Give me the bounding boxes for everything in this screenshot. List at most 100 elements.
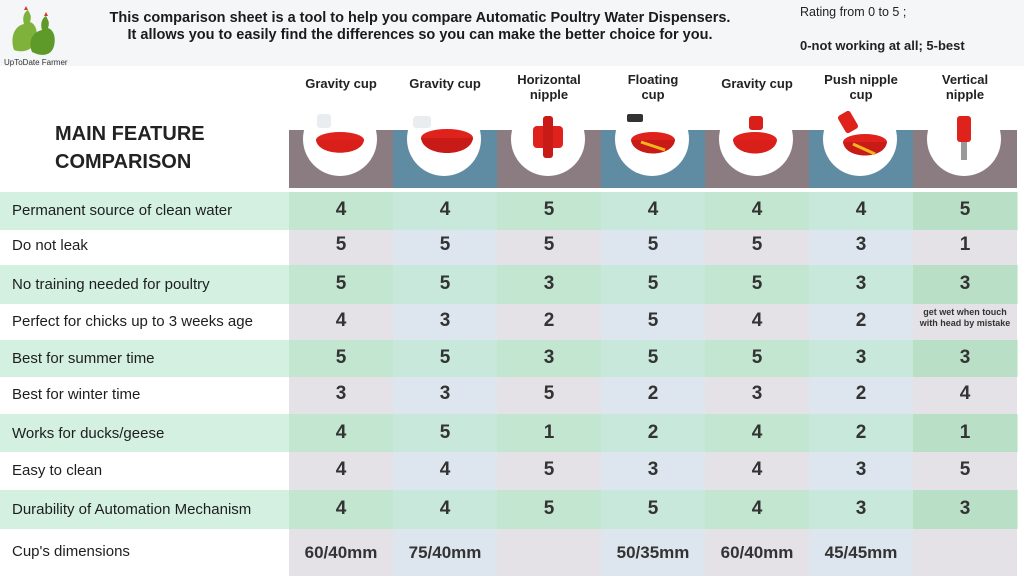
table-cell: 4 <box>705 192 809 230</box>
cell-value: 5 <box>647 498 659 519</box>
cell-value: 5 <box>751 347 763 368</box>
column-label-line: Push nipple <box>824 72 898 87</box>
rating-scale: 0-not working at all; 5-best <box>800 38 965 53</box>
table-row: Easy to clean 4 4 5 3 4 3 5 <box>0 452 1018 490</box>
column-header: Gravity cup <box>393 68 497 188</box>
table-cell: 5 <box>289 265 393 304</box>
table-cell: 3 <box>393 304 497 340</box>
page-title-line-1: MAIN FEATURE <box>55 123 205 145</box>
table-row: Cup's dimensions 60/40mm 75/40mm 50/35mm 60/… <box>0 529 1018 576</box>
table-cell: 2 <box>809 414 913 452</box>
cell-value: 60/40mm <box>720 543 794 562</box>
table-cell: 60/40mm <box>705 529 809 576</box>
cell-value: 5 <box>543 498 555 519</box>
table-cell: 1 <box>913 414 1017 452</box>
table-cell: 3 <box>393 377 497 414</box>
cell-value: 5 <box>647 347 659 368</box>
cell-value: 3 <box>439 310 451 331</box>
cell-value: 3 <box>855 347 867 368</box>
cell-value: 4 <box>751 498 763 519</box>
table-cell <box>913 529 1017 576</box>
column-header: Vertical nipple <box>913 68 1017 188</box>
table-cell: 3 <box>913 340 1017 377</box>
cell-value: 5 <box>543 234 555 255</box>
table-cell: 5 <box>393 414 497 452</box>
table-cell: 4 <box>393 452 497 490</box>
table-cell: 5 <box>913 192 1017 230</box>
table-cell: 3 <box>913 265 1017 304</box>
table-cell: 2 <box>601 414 705 452</box>
cell-value: 3 <box>543 273 555 294</box>
column-label-line: nipple <box>945 87 985 102</box>
column-label-line: cup <box>849 87 873 102</box>
cell-value: 4 <box>335 310 347 331</box>
column-label-line: Horizontal <box>517 72 581 87</box>
row-label: Perfect for chicks up to 3 weeks age <box>12 313 253 330</box>
table-cell: 5 <box>601 304 705 340</box>
cell-value: 5 <box>335 234 347 255</box>
table-cell: get wet when touch with head by mistake <box>913 304 1017 340</box>
cell-value: 4 <box>335 199 347 220</box>
row-label: Cup's dimensions <box>12 543 130 560</box>
cell-value: 3 <box>959 498 971 519</box>
cell-value: 4 <box>855 199 867 220</box>
table-row: Works for ducks/geese 4 5 1 2 4 2 1 <box>0 414 1018 452</box>
table-cell: 4 <box>601 192 705 230</box>
table-cell: 3 <box>497 340 601 377</box>
cell-value: 5 <box>647 310 659 331</box>
gravity-cup-icon <box>303 102 377 176</box>
table-cell: 3 <box>809 490 913 529</box>
table-cell: 2 <box>497 304 601 340</box>
table-cell: 4 <box>705 452 809 490</box>
cell-value: 3 <box>959 347 971 368</box>
table-cell: 2 <box>809 377 913 414</box>
column-header: Gravity cup <box>705 68 809 188</box>
table-cell: 4 <box>705 414 809 452</box>
table-cell: 5 <box>705 265 809 304</box>
cell-value: 4 <box>335 459 347 480</box>
cell-value: 5 <box>543 199 555 220</box>
table-cell: 3 <box>809 340 913 377</box>
cell-value: 5 <box>439 422 451 443</box>
table-row: No training needed for poultry 5 5 3 5 5 3 3 <box>0 265 1018 304</box>
row-label: Best for winter time <box>12 386 141 403</box>
cell-value: 3 <box>439 383 451 404</box>
table-cell: 2 <box>809 304 913 340</box>
cell-value: 1 <box>543 422 555 443</box>
cell-value: 5 <box>959 199 971 220</box>
floating-cup-icon <box>615 102 689 176</box>
cell-value: 5 <box>751 273 763 294</box>
table-cell: 5 <box>601 490 705 529</box>
table-cell: 3 <box>809 230 913 265</box>
cell-value: 3 <box>855 459 867 480</box>
cell-value: 1 <box>959 234 971 255</box>
column-label-line: nipple <box>529 87 569 102</box>
cell-value: 4 <box>751 199 763 220</box>
table-cell: 75/40mm <box>393 529 497 576</box>
table-cell: 5 <box>393 230 497 265</box>
column-label-line: Gravity cup <box>305 76 377 91</box>
cell-value: 4 <box>439 199 451 220</box>
cell-value: 4 <box>751 310 763 331</box>
table-cell: 5 <box>497 452 601 490</box>
cell-value: 3 <box>751 383 763 404</box>
table-cell: 3 <box>809 452 913 490</box>
page-title: MAIN FEATURE COMPARISON <box>55 120 205 176</box>
column-label-line: Gravity cup <box>409 76 481 91</box>
table-cell: 4 <box>289 452 393 490</box>
table-cell: 3 <box>601 452 705 490</box>
table-cell: 4 <box>289 192 393 230</box>
table-row: Do not leak 5 5 5 5 5 3 1 <box>0 230 1018 265</box>
table-cell: 5 <box>393 265 497 304</box>
column-label: Gravity cup <box>289 76 393 91</box>
cell-value <box>497 529 601 540</box>
table-cell: 3 <box>497 265 601 304</box>
cell-value: 3 <box>959 273 971 294</box>
row-label: Durability of Automation Mechanism <box>12 501 252 518</box>
table-cell: 5 <box>289 340 393 377</box>
cell-value: 5 <box>439 273 451 294</box>
table-cell: 5 <box>497 230 601 265</box>
header-bar <box>0 0 1024 66</box>
cell-value: 4 <box>335 498 347 519</box>
column-header: Push nipple cup <box>809 68 913 188</box>
